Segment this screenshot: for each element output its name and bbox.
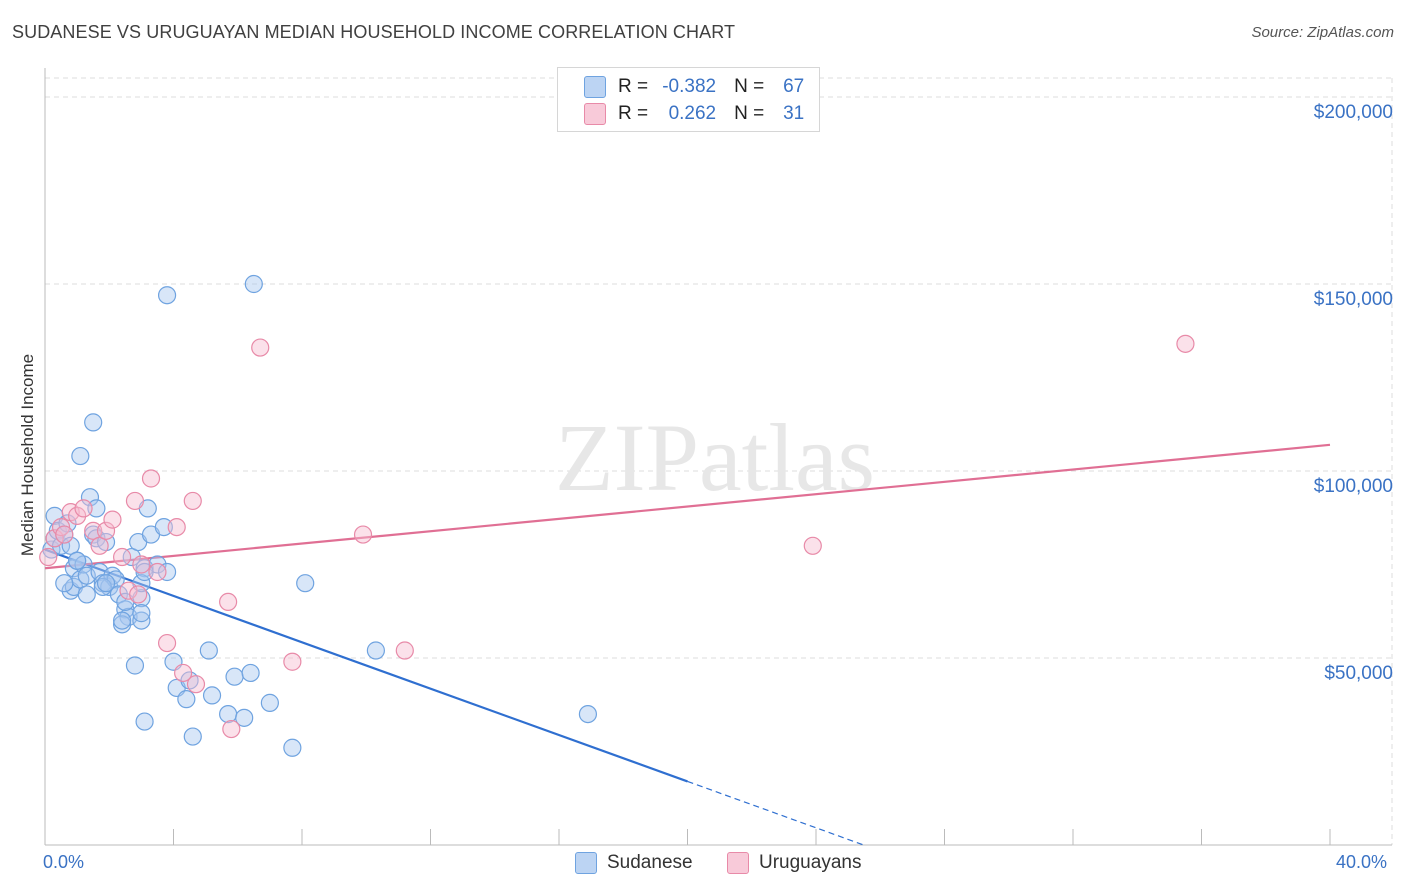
- trend-line-sudanese: [44, 548, 688, 783]
- point-sudanese: [219, 704, 238, 724]
- point-uruguayans: [129, 585, 148, 604]
- point-sudanese: [61, 536, 80, 555]
- swatch-uruguayans: [584, 103, 606, 125]
- trend-line-sudanese-extension: [687, 780, 865, 846]
- point-sudanese: [132, 611, 151, 630]
- x-tick-max: 40.0%: [1336, 852, 1388, 872]
- point-sudanese: [283, 738, 302, 757]
- swatch-sudanese: [584, 76, 606, 98]
- point-sudanese: [51, 536, 71, 555]
- point-sudanese: [241, 663, 260, 683]
- point-sudanese: [80, 488, 100, 507]
- legend-item-uruguayans[interactable]: Uruguayans: [727, 852, 861, 874]
- point-sudanese: [177, 690, 196, 709]
- point-sudanese: [260, 693, 279, 712]
- stats-legend: R = -0.382 N = 67 R = 0.262 N = 31: [557, 67, 820, 132]
- point-uruguayans: [84, 521, 103, 540]
- point-uruguayans: [283, 652, 302, 671]
- x-tick-min: 0.0%: [43, 852, 85, 872]
- point-sudanese: [366, 641, 385, 660]
- point-uruguayans: [132, 555, 151, 574]
- point-sudanese: [202, 686, 222, 705]
- legend-label-sudanese: Sudanese: [607, 852, 693, 873]
- r-label: R =: [618, 76, 649, 97]
- point-sudanese: [112, 611, 132, 630]
- point-sudanese: [87, 499, 106, 518]
- point-uruguayans: [90, 536, 109, 555]
- point-sudanese: [157, 562, 177, 582]
- data-points: [39, 274, 1195, 757]
- n-label: N =: [734, 103, 765, 124]
- axes: [44, 68, 1392, 846]
- point-uruguayans: [74, 499, 93, 518]
- point-uruguayans: [125, 491, 145, 511]
- point-uruguayans: [148, 562, 167, 582]
- r-label: R =: [618, 103, 649, 124]
- point-sudanese: [235, 708, 254, 727]
- legend-row-sudanese: R = -0.382 N = 67: [584, 75, 804, 99]
- point-sudanese: [154, 517, 173, 537]
- point-uruguayans: [174, 663, 193, 683]
- point-sudanese: [132, 604, 151, 623]
- trend-lines: [44, 443, 1331, 846]
- legend-label-uruguayans: Uruguayans: [759, 852, 862, 873]
- y-tick-label: $150,000: [1313, 289, 1393, 310]
- point-uruguayans: [803, 536, 822, 555]
- point-sudanese: [77, 585, 96, 604]
- point-uruguayans: [186, 675, 206, 694]
- point-uruguayans: [55, 525, 74, 544]
- swatch-uruguayans: [727, 852, 749, 874]
- point-sudanese: [578, 704, 598, 724]
- y-tick-label: $50,000: [1324, 663, 1393, 684]
- trend-line-uruguayans: [44, 443, 1331, 570]
- point-sudanese: [199, 641, 218, 660]
- point-sudanese: [296, 574, 315, 593]
- r-value: -0.382: [662, 76, 717, 97]
- point-sudanese: [183, 727, 202, 746]
- point-uruguayans: [112, 547, 132, 567]
- point-sudanese: [225, 667, 244, 686]
- point-sudanese: [96, 574, 116, 593]
- point-sudanese: [122, 547, 141, 567]
- point-uruguayans: [395, 641, 414, 660]
- point-sudanese: [125, 656, 145, 675]
- n-value: 67: [783, 76, 805, 97]
- watermark: ZIPatlas: [555, 404, 875, 511]
- point-uruguayans: [157, 633, 177, 653]
- point-uruguayans: [68, 506, 87, 525]
- n-value: 31: [783, 103, 805, 124]
- point-uruguayans: [96, 521, 116, 540]
- legend-item-sudanese[interactable]: Sudanese: [575, 852, 693, 874]
- point-uruguayans: [119, 581, 138, 600]
- point-sudanese: [68, 551, 87, 570]
- point-sudanese: [55, 574, 74, 593]
- chart-title: SUDANESE VS URUGUAYAN MEDIAN HOUSEHOLD I…: [12, 22, 736, 42]
- y-tick-label: $200,000: [1313, 102, 1393, 123]
- point-uruguayans: [39, 547, 58, 567]
- source-label: Source: ZipAtlas.com: [1251, 24, 1394, 41]
- point-sudanese: [109, 585, 128, 604]
- swatch-sudanese: [575, 852, 597, 874]
- point-uruguayans: [167, 517, 186, 537]
- point-sudanese: [244, 274, 263, 294]
- y-tick-label: $100,000: [1313, 476, 1393, 497]
- point-uruguayans: [183, 491, 202, 511]
- point-sudanese: [157, 286, 177, 305]
- legend-row-uruguayans: R = 0.262 N = 31: [584, 102, 804, 126]
- point-sudanese: [71, 446, 90, 466]
- point-uruguayans: [353, 525, 373, 544]
- point-sudanese: [84, 413, 103, 432]
- gridlines: [45, 77, 1393, 845]
- point-uruguayans: [141, 469, 161, 488]
- point-sudanese: [135, 712, 154, 731]
- point-uruguayans: [219, 592, 238, 612]
- point-uruguayans: [45, 529, 64, 548]
- point-uruguayans: [1176, 334, 1195, 353]
- point-uruguayans: [251, 338, 270, 357]
- point-uruguayans: [222, 719, 241, 739]
- r-value: 0.262: [668, 103, 717, 124]
- n-label: N =: [734, 76, 765, 97]
- point-uruguayans: [103, 510, 122, 529]
